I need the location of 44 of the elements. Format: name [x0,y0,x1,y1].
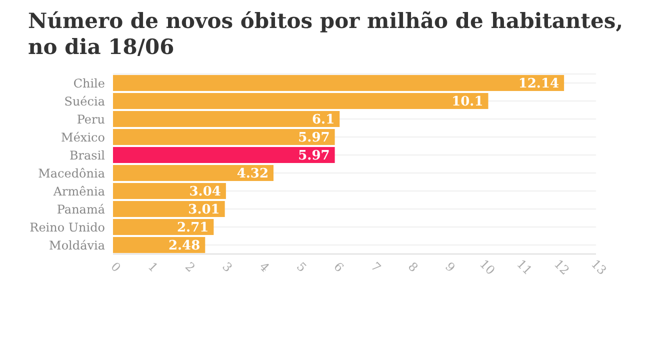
data-label: 12.14 [518,76,560,92]
y-tick-label: Suécia [64,94,105,108]
x-tick-label: 7 [368,260,384,275]
y-tick-label: México [61,130,105,144]
bar [113,147,335,163]
x-tick-label: 1 [145,260,161,275]
y-tick-label: Peru [76,112,106,126]
x-tick-label: 8 [405,260,421,275]
bar [113,129,335,145]
x-tick-label: 2 [182,260,198,275]
y-tick-label: Reino Unido [30,220,105,234]
data-label: 5.97 [298,148,330,164]
y-tick-label: Moldávia [49,238,105,252]
data-label: 6.1 [312,112,335,128]
y-tick-label: Macedônia [38,166,105,180]
chart-title: Número de novos óbitos por milhão de habitantes, no dia 18/06 [28,8,624,60]
x-tick-label: 3 [220,260,235,275]
x-tick-label: 13 [588,256,610,278]
bar [113,201,225,217]
data-label: 4.32 [236,166,269,182]
bar [113,183,226,199]
x-tick-label: 5 [294,260,310,275]
data-label: 3.01 [188,202,220,218]
data-label: 3.04 [189,184,221,200]
x-tick-label: 4 [256,260,272,276]
x-tick-label: 10 [477,256,498,278]
data-label: 5.97 [298,130,330,146]
data-label: 2.48 [168,238,200,254]
x-tick-label: 9 [442,260,458,275]
x-tick-label: 0 [108,260,124,275]
x-tick-label: 12 [551,256,572,278]
bar [113,111,340,127]
data-label: 10.1 [452,94,484,110]
y-tick-label: Chile [73,76,105,90]
y-tick-label: Panamá [56,202,105,216]
bar [113,93,488,109]
data-label: 2.71 [177,220,209,236]
bar [113,165,274,181]
x-tick-label: 11 [514,256,535,278]
bar [113,75,564,91]
bar [113,219,214,235]
y-tick-label: Brasil [69,148,106,162]
x-tick-label: 6 [331,260,346,275]
y-tick-label: Armênia [52,184,105,198]
